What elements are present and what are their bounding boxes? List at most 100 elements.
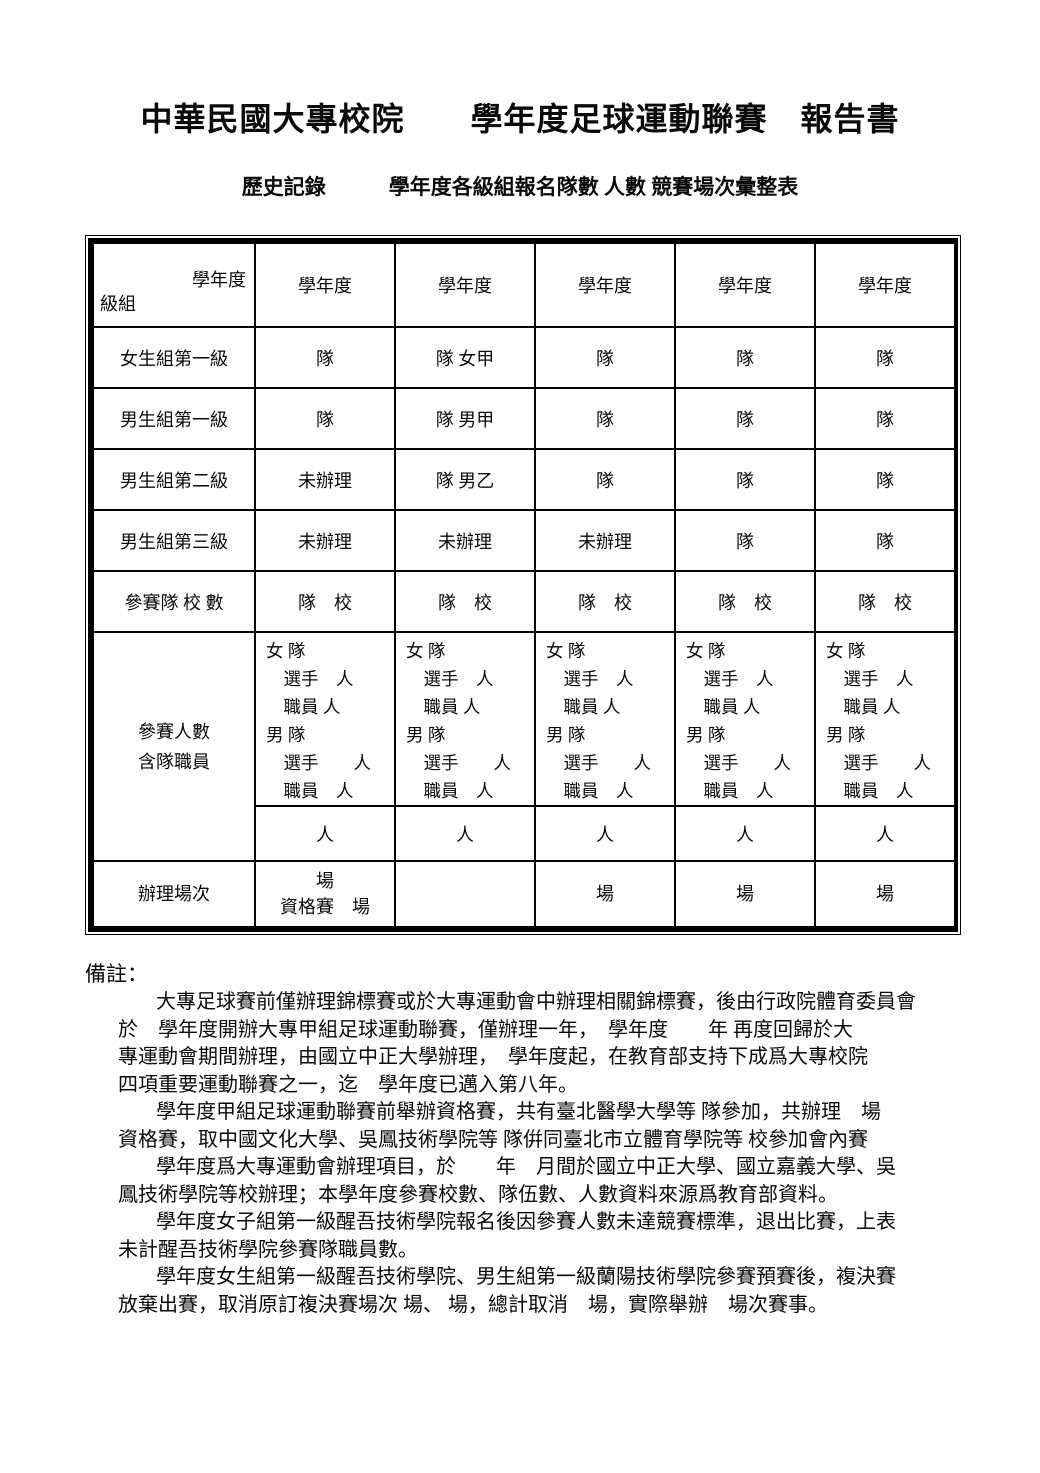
- table-cell: 隊: [674, 448, 816, 511]
- table-cell: 隊 女甲: [394, 326, 536, 389]
- sessions-cell: 場: [814, 860, 956, 928]
- participants-line: 選手 人: [266, 753, 371, 773]
- participants-line: 選手 人: [266, 669, 354, 689]
- participants-line: 職員 人: [406, 697, 481, 717]
- sessions-line: 資格賽 場: [280, 897, 370, 917]
- sessions-cell: [394, 860, 536, 928]
- participants-label-line1: 參賽人數: [138, 721, 210, 742]
- sessions-cell: 場: [534, 860, 676, 928]
- row-label: 男生組第二級: [92, 448, 256, 511]
- participants-line: 職員 人: [546, 697, 621, 717]
- participants-line: 職員 人: [266, 781, 354, 801]
- table-cell: 隊: [674, 387, 816, 450]
- participants-line: 選手 人: [406, 669, 494, 689]
- sessions-cell: 場 資格賽 場: [254, 860, 396, 928]
- notes-paragraph-3: 學年度爲大專運動會辦理項目，於 年 月間於國立中正大學、國立嘉義大學、吳 鳳技術…: [85, 1154, 960, 1209]
- total-cell: 人: [534, 805, 676, 862]
- table-row-men-div1: 男生組第一級 隊 隊 男甲 隊 隊 隊: [92, 387, 956, 450]
- participants-line: 選手 人: [406, 753, 511, 773]
- column-header: 學年度: [674, 242, 816, 328]
- summary-table: 學年度 級組 學年度 學年度 學年度 學年度 學年度 女生組第一級 隊 隊 女甲…: [92, 242, 956, 928]
- participants-line: 職員 人: [686, 781, 774, 801]
- participants-cell: 女 隊 選手 人 職員 人 男 隊 選手 人 職員 人: [534, 631, 676, 807]
- participants-label-line2: 含隊職員: [138, 751, 210, 772]
- table-cell: 隊: [254, 326, 396, 389]
- row-label: 參賽隊 校 數: [92, 570, 256, 633]
- participants-line: 職員 人: [826, 781, 914, 801]
- participants-line: 女 隊: [266, 641, 306, 661]
- participants-cell: 女 隊 選手 人 職員 人 男 隊 選手 人 職員 人: [394, 631, 536, 807]
- notes-paragraph-5: 學年度女生組第一級醒吾技術學院、男生組第一級蘭陽技術學院參賽預賽後，複決賽 放棄…: [85, 1264, 960, 1319]
- participants-line: 職員 人: [546, 781, 634, 801]
- participants-line: 男 隊: [686, 725, 726, 745]
- table-row-women-div1: 女生組第一級 隊 隊 女甲 隊 隊 隊: [92, 326, 956, 389]
- participants-line: 選手 人: [686, 753, 791, 773]
- table-row-men-div3: 男生組第三級 未辦理 未辦理 未辦理 隊 隊: [92, 509, 956, 572]
- column-header: 學年度: [254, 242, 396, 328]
- participants-cell: 女 隊 選手 人 職員 人 男 隊 選手 人 職員 人: [254, 631, 396, 807]
- table-cell: 隊: [254, 387, 396, 450]
- total-cell: 人: [814, 805, 956, 862]
- table-cell: 隊 校: [254, 570, 396, 633]
- column-header: 學年度: [814, 242, 956, 328]
- table-header-row: 學年度 級組 學年度 學年度 學年度 學年度 學年度: [92, 242, 956, 328]
- participants-line: 選手 人: [546, 753, 651, 773]
- note-line: 學年度爲大專運動會辦理項目，於 年 月間於國立中正大學、國立嘉義大學、吳: [156, 1156, 896, 1178]
- table-cell: 隊: [674, 509, 816, 572]
- participants-line: 男 隊: [406, 725, 446, 745]
- table-cell: 隊: [534, 387, 676, 450]
- corner-label-year: 學年度: [192, 270, 246, 290]
- note-line: 專運動會期間辦理，由國立中正大學辦理， 學年度起，在教育部支持下成爲大專校院: [118, 1046, 868, 1068]
- participants-line: 女 隊: [546, 641, 586, 661]
- table-cell: 隊 校: [674, 570, 816, 633]
- participants-cell: 女 隊 選手 人 職員 人 男 隊 選手 人 職員 人: [814, 631, 956, 807]
- corner-cell: 學年度 級組: [92, 242, 256, 328]
- table-row-sessions: 辦理場次 場 資格賽 場 場 場 場: [92, 860, 956, 928]
- note-line: 鳳技術學院等校辦理；本學年度參賽校數、隊伍數、人數資料來源爲教育部資料。: [118, 1183, 838, 1206]
- note-line: 學年度甲組足球運動聯賽前舉辦資格賽，共有臺北醫學大學等 隊參加，共辦理 場: [156, 1101, 881, 1123]
- notes-heading: 備註：: [85, 962, 148, 986]
- participants-line: 選手 人: [686, 669, 774, 689]
- note-line: 四項重要運動聯賽之一，迄 學年度已邁入第八年。: [118, 1073, 578, 1096]
- participants-line: 選手 人: [826, 753, 931, 773]
- sessions-cell: 場: [674, 860, 816, 928]
- table-cell: 隊: [814, 448, 956, 511]
- note-line: 於 學年度開辦大專甲組足球運動聯賽，僅辦理一年， 學年度 年 再度回歸於大: [118, 1018, 853, 1041]
- participants-line: 選手 人: [546, 669, 634, 689]
- participants-line: 女 隊: [826, 641, 866, 661]
- note-line: 大專足球賽前僅辦理錦標賽或於大專運動會中辦理相關錦標賽，後由行政院體育委員會: [156, 991, 916, 1013]
- table-cell: 隊: [814, 326, 956, 389]
- table-row-men-div2: 男生組第二級 未辦理 隊 男乙 隊 隊 隊: [92, 448, 956, 511]
- table-cell: 隊: [534, 448, 676, 511]
- table-cell: 隊 男甲: [394, 387, 536, 450]
- column-header: 學年度: [394, 242, 536, 328]
- row-label: 男生組第一級: [92, 387, 256, 450]
- participants-line: 男 隊: [826, 725, 866, 745]
- participants-line: 男 隊: [546, 725, 586, 745]
- table-cell: 隊 校: [534, 570, 676, 633]
- total-cell: 人: [254, 805, 396, 862]
- participants-line: 職員 人: [266, 697, 341, 717]
- participants-line: 職員 人: [686, 697, 761, 717]
- participants-line: 男 隊: [266, 725, 306, 745]
- table-row-participants-detail: 參賽人數 含隊職員 女 隊 選手 人 職員 人 男 隊 選手 人 職員 人 女 …: [92, 631, 956, 862]
- summary-table-wrapper: 學年度 級組 學年度 學年度 學年度 學年度 學年度 女生組第一級 隊 隊 女甲…: [85, 235, 961, 935]
- participants-line: 女 隊: [686, 641, 726, 661]
- table-cell: 隊: [674, 326, 816, 389]
- participants-line: 女 隊: [406, 641, 446, 661]
- table-row-participants-total: 人 人 人 人 人: [93, 805, 956, 862]
- notes-paragraph-4: 學年度女子組第一級醒吾技術學院報名後因參賽人數未達競賽標準，退出比賽，上表 未計…: [85, 1209, 960, 1264]
- table-cell: 隊: [534, 326, 676, 389]
- participants-line: 職員 人: [826, 697, 901, 717]
- participants-line: 職員 人: [406, 781, 494, 801]
- note-line: 學年度女子組第一級醒吾技術學院報名後因參賽人數未達競賽標準，退出比賽，上表: [156, 1211, 896, 1233]
- total-cell: 人: [674, 805, 816, 862]
- table-row-team-school-count: 參賽隊 校 數 隊 校 隊 校 隊 校 隊 校 隊 校: [92, 570, 956, 633]
- note-line: 資格賽，取中國文化大學、吳鳳技術學院等 隊倂同臺北市立體育學院等 校參加會內賽: [118, 1128, 868, 1151]
- column-header: 學年度: [534, 242, 676, 328]
- row-label-participants: 參賽人數 含隊職員: [92, 631, 256, 862]
- row-label: 男生組第三級: [92, 509, 256, 572]
- page-subtitle: 歷史記錄 學年度各級組報名隊數 人數 競賽場次彙整表: [241, 175, 799, 199]
- notes-paragraph-2: 學年度甲組足球運動聯賽前舉辦資格賽，共有臺北醫學大學等 隊參加，共辦理 場 資格…: [85, 1099, 960, 1154]
- row-label: 女生組第一級: [92, 326, 256, 389]
